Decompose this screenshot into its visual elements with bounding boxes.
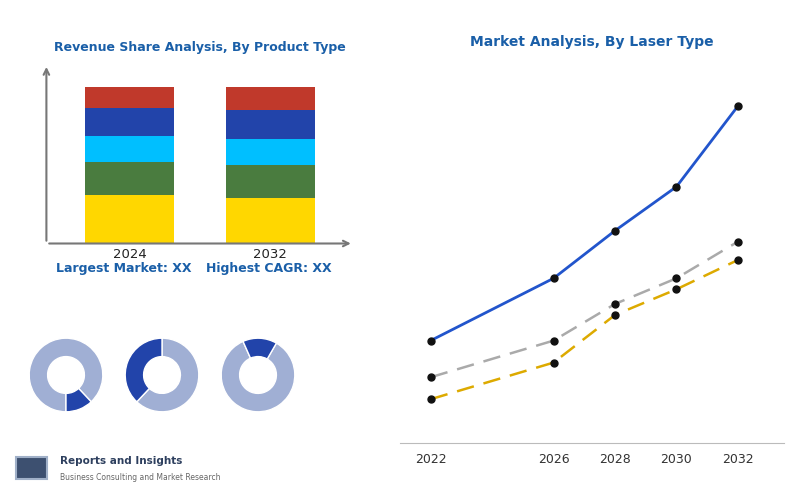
Bar <box>85 136 174 162</box>
Title: Market Analysis, By Laser Type: Market Analysis, By Laser Type <box>470 35 714 49</box>
Bar <box>85 87 174 108</box>
Text: Largest Market: XX: Largest Market: XX <box>56 262 191 275</box>
Wedge shape <box>66 389 91 412</box>
FancyBboxPatch shape <box>16 457 47 479</box>
Bar <box>226 87 315 110</box>
Bar <box>85 195 174 244</box>
Bar <box>85 108 174 136</box>
Wedge shape <box>222 341 294 412</box>
Wedge shape <box>243 338 276 359</box>
Bar <box>226 198 315 244</box>
Wedge shape <box>30 338 102 412</box>
Bar <box>85 162 174 195</box>
Text: Highest CAGR: XX: Highest CAGR: XX <box>206 262 332 275</box>
Bar <box>226 139 315 165</box>
Bar <box>226 165 315 198</box>
Wedge shape <box>126 338 162 402</box>
Wedge shape <box>137 338 198 412</box>
Text: GLOBAL LASER SAFETY MARKET SEGMENT ANALYSIS: GLOBAL LASER SAFETY MARKET SEGMENT ANALY… <box>10 19 484 34</box>
Text: Reports and Insights: Reports and Insights <box>60 456 182 466</box>
Text: Business Consulting and Market Research: Business Consulting and Market Research <box>60 472 221 482</box>
Title: Revenue Share Analysis, By Product Type: Revenue Share Analysis, By Product Type <box>54 41 346 54</box>
Bar <box>226 110 315 139</box>
